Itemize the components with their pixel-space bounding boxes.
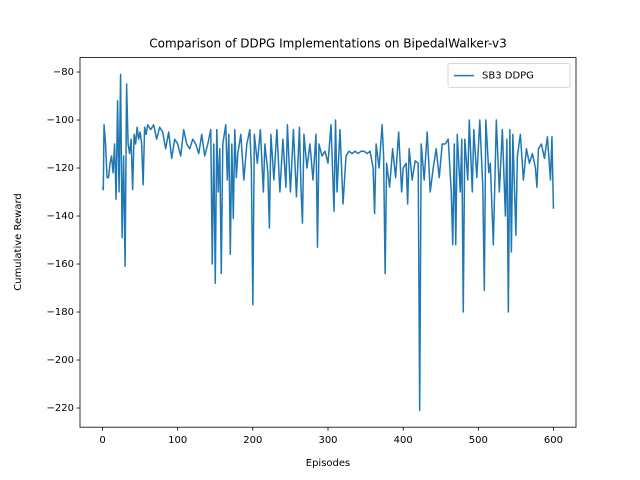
x-tick-label: 100 [168,435,187,446]
x-tick-label: 500 [469,435,488,446]
legend-label: SB3 DDPG [482,71,534,82]
y-tick-label: −200 [47,355,74,366]
y-tick-label: −100 [47,115,74,126]
y-tick-label: −140 [47,211,74,222]
x-tick-label: 400 [394,435,413,446]
chart-title: Comparison of DDPG Implementations on Bi… [149,37,506,51]
y-tick-label: −180 [47,307,74,318]
x-tick-label: 300 [318,435,337,446]
y-tick-label: −220 [47,403,74,414]
y-tick-label: −80 [53,67,74,78]
y-tick-label: −160 [47,259,74,270]
x-tick-label: 0 [99,435,105,446]
x-tick-label: 200 [243,435,262,446]
axes-frame [79,57,577,428]
x-axis-label: Episodes [306,458,350,469]
legend-box [447,63,571,88]
data-line [101,73,555,412]
y-axis-label: Cumulative Reward [13,193,24,291]
x-tick-label: 600 [544,435,563,446]
y-tick-label: −120 [47,163,74,174]
